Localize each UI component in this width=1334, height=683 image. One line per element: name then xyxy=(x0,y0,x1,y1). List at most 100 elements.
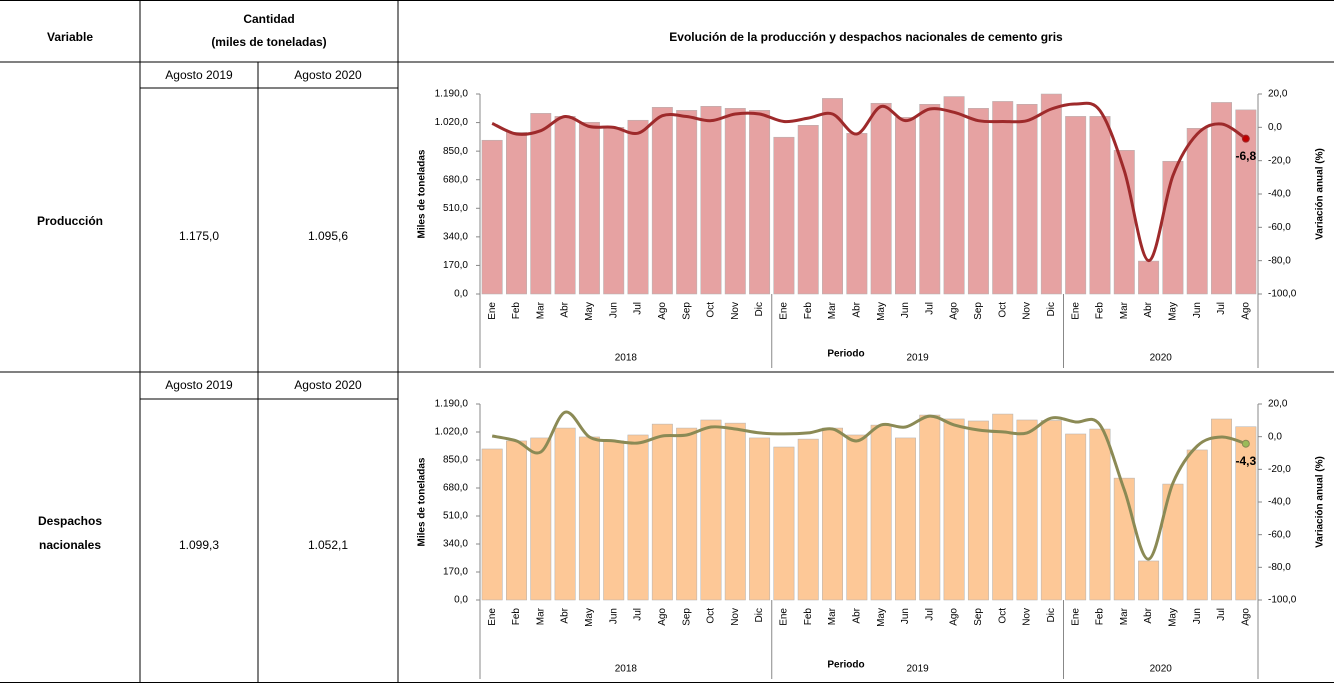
group-label: 2019 xyxy=(907,353,930,364)
x-tick-label: Sep xyxy=(681,302,692,320)
x-tick-label: Mar xyxy=(535,607,546,625)
bar xyxy=(773,136,795,295)
x-tick-label: Feb xyxy=(511,608,522,626)
y-tick-label: 170,0 xyxy=(443,260,468,271)
group-label: 2019 xyxy=(907,664,930,675)
x-tick-label: Ene xyxy=(1070,608,1081,626)
x-tick-label: Jul xyxy=(924,608,935,621)
bar xyxy=(943,418,965,601)
y-tick-label: 1.020,0 xyxy=(435,427,469,438)
y-tick-label: 1.190,0 xyxy=(435,399,469,410)
point-marker xyxy=(1241,134,1250,143)
bar xyxy=(700,419,722,601)
x-tick-label: May xyxy=(1168,302,1179,321)
bar xyxy=(627,119,649,295)
bar xyxy=(967,108,989,295)
y-tick-label: 340,0 xyxy=(443,231,468,242)
header-chart: Evolución de la producción y despachos n… xyxy=(669,30,1063,44)
bar xyxy=(651,423,673,601)
bar xyxy=(530,113,552,295)
point-marker xyxy=(1241,439,1250,448)
x-tick-label: Jul xyxy=(633,608,644,621)
y2-tick-label: -60,0 xyxy=(1268,529,1291,540)
y-tick-label: 0,0 xyxy=(454,595,468,606)
y2-tick-label: -60,0 xyxy=(1268,222,1291,233)
row-label: Despachos xyxy=(38,514,102,528)
x-tick-label: Mar xyxy=(827,607,838,625)
x-tick-label: Sep xyxy=(681,608,692,626)
cell-value: 1.175,0 xyxy=(179,229,219,243)
y2-tick-label: -20,0 xyxy=(1268,464,1291,475)
value-label: -6,8 xyxy=(1236,149,1257,163)
bar xyxy=(846,434,868,601)
x-tick-label: Nov xyxy=(1022,302,1033,320)
y-tick-label: 340,0 xyxy=(443,539,468,550)
x-tick-label: Jul xyxy=(1216,608,1227,621)
x-tick-label: Ene xyxy=(779,608,790,626)
bar xyxy=(554,427,576,601)
x-tick-label: Oct xyxy=(997,302,1008,318)
bar xyxy=(724,422,746,601)
bar xyxy=(822,98,843,295)
x-tick-label: Ago xyxy=(949,608,960,626)
x-tick-label: Dic xyxy=(1046,302,1057,316)
bar xyxy=(603,127,625,295)
x-tick-label: Jun xyxy=(608,302,619,318)
x-tick-label: Ago xyxy=(949,302,960,320)
x-tick-label: Jun xyxy=(1192,608,1203,624)
y2-tick-label: 0,0 xyxy=(1268,431,1282,442)
header-variable: Variable xyxy=(47,30,93,44)
x-tick-label: Sep xyxy=(973,302,984,320)
bar xyxy=(676,427,698,601)
bar xyxy=(481,448,503,601)
bar xyxy=(749,110,771,295)
bar xyxy=(1186,128,1208,295)
x-axis-label: Periodo xyxy=(827,660,864,671)
line xyxy=(491,101,1247,263)
x-axis-label: Periodo xyxy=(827,349,864,360)
y2-tick-label: -20,0 xyxy=(1268,155,1291,166)
bar xyxy=(797,438,819,601)
x-tick-label: Jun xyxy=(1192,302,1203,318)
y2-tick-label: -80,0 xyxy=(1268,562,1291,573)
x-tick-label: Feb xyxy=(1095,608,1106,626)
x-tick-label: Ago xyxy=(1240,608,1251,626)
row-label: nacionales xyxy=(39,538,101,552)
y2-tick-label: -100,0 xyxy=(1268,289,1297,300)
bar xyxy=(773,446,795,601)
y-tick-label: 510,0 xyxy=(443,511,468,522)
y2-tick-label: -40,0 xyxy=(1268,189,1291,200)
bar xyxy=(943,96,965,295)
bar xyxy=(676,110,698,295)
bar xyxy=(1186,449,1208,601)
bar xyxy=(992,101,1014,295)
y2-axis-label: Variación anual (%) xyxy=(1315,456,1326,548)
cell-value: 1.095,6 xyxy=(308,229,348,243)
x-tick-label: Ene xyxy=(779,302,790,320)
x-tick-label: May xyxy=(584,608,595,627)
x-tick-label: Feb xyxy=(803,302,814,320)
x-tick-label: Sep xyxy=(973,608,984,626)
x-tick-label: May xyxy=(584,302,595,321)
cell-value: 1.052,1 xyxy=(308,538,348,552)
x-tick-label: Feb xyxy=(1095,302,1106,320)
x-tick-label: Oct xyxy=(997,608,1008,624)
bar xyxy=(797,125,819,295)
bar xyxy=(1113,477,1135,601)
bar xyxy=(578,436,600,601)
bar xyxy=(1065,116,1087,295)
header-quantity: (miles de toneladas) xyxy=(211,35,326,49)
period: Agosto 2019 xyxy=(165,68,233,82)
bar xyxy=(919,414,941,601)
bar xyxy=(870,424,892,601)
bar xyxy=(1138,560,1160,601)
bar xyxy=(1040,420,1062,601)
bar xyxy=(1235,426,1257,601)
bar xyxy=(651,107,673,295)
x-tick-label: Feb xyxy=(511,302,522,320)
x-tick-label: Dic xyxy=(754,302,765,316)
row-label: Producción xyxy=(37,214,103,228)
x-tick-label: Oct xyxy=(706,608,717,624)
y2-axis-label: Variación anual (%) xyxy=(1315,148,1326,240)
bar xyxy=(1065,433,1087,601)
